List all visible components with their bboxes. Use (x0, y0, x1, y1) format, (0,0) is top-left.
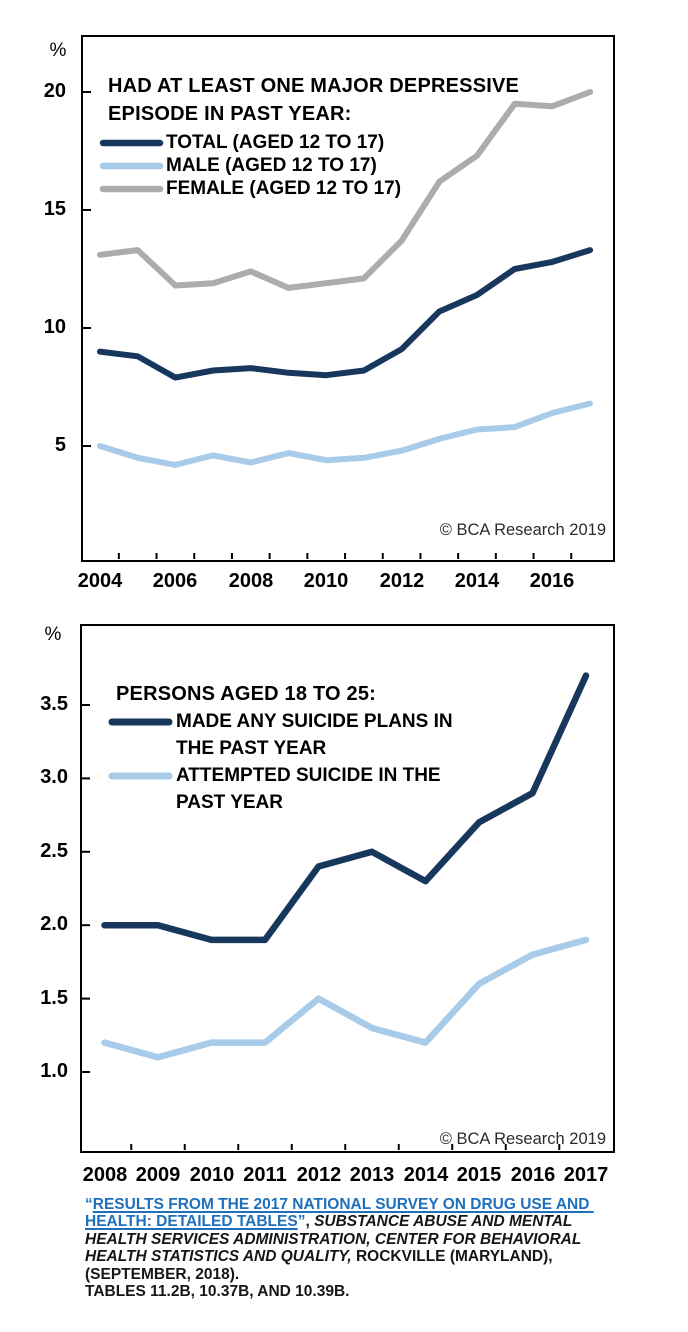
x-tick-label: 2015 (456, 1164, 502, 1186)
y-tick-label: 2.5 (40, 840, 68, 862)
chart-border (81, 35, 615, 562)
legend-label-attempted-suicide-in-the: ATTEMPTED SUICIDE IN THE PAST YEAR (176, 762, 441, 816)
x-tick-label: 2013 (349, 1164, 395, 1186)
line-total-aged-12-to-17 (97, 247, 594, 381)
y-tick-label: 2.0 (40, 913, 68, 935)
x-tick-label: 2017 (563, 1164, 609, 1186)
y-tick-label: 3.0 (40, 766, 68, 788)
legend-label-line: ATTEMPTED SUICIDE IN THE (176, 765, 441, 786)
legend-label-line: MALE (AGED 12 TO 17) (166, 155, 377, 176)
citation-text: (SEPTEMBER, 2018). (85, 1265, 240, 1283)
line-male-aged-12-to-17 (97, 400, 594, 468)
x-tick-label: 2012 (379, 570, 425, 592)
legend-label-made-any-suicide-plans-in: MADE ANY SUICIDE PLANS IN THE PAST YEAR (176, 708, 453, 762)
y-tick-label: 10 (43, 316, 66, 338)
legend-label-line: THE PAST YEAR (176, 738, 327, 759)
x-tick-label: 2016 (510, 1164, 556, 1186)
chart2-title-line1: PERSONS AGED 18 TO 25: (116, 683, 377, 705)
x-tick-label: 2014 (403, 1164, 449, 1186)
copyright-notice: © BCA Research 2019 (439, 521, 606, 539)
legend-label-line: TOTAL (AGED 12 TO 17) (166, 132, 385, 153)
y-tick-label: 20 (43, 80, 66, 102)
source-link[interactable]: RESULTS FROM THE 2017 NATIONAL SURVEY ON… (92, 1196, 594, 1213)
chart1-title-line1: HAD AT LEAST ONE MAJOR DEPRESSIVE (108, 75, 520, 97)
citation-line: TABLES 11.2B, 10.37B, AND 10.39B. (85, 1283, 594, 1300)
citation-line: “RESULTS FROM THE 2017 NATIONAL SURVEY O… (85, 1196, 594, 1213)
source-link[interactable]: HEALTH: DETAILED TABLES (85, 1213, 298, 1231)
x-tick-label: 2012 (296, 1164, 342, 1186)
chart2-title: PERSONS AGED 18 TO 25: (116, 680, 376, 708)
line-attempted-suicide-in-the (101, 936, 590, 1061)
legend-label-line: PAST YEAR (176, 792, 283, 813)
legend-label-line: MADE ANY SUICIDE PLANS IN (176, 711, 453, 732)
line-made-any-suicide-plans-in (101, 672, 590, 944)
y-axis-percent-symbol: % (49, 40, 67, 61)
y-tick-label: 1.5 (40, 987, 68, 1009)
y-axis-percent-symbol: % (44, 624, 62, 645)
x-tick-label: 2010 (303, 570, 349, 592)
citation-italic-text: HEALTH SERVICES ADMINISTRATION, CENTER F… (85, 1230, 582, 1248)
x-tick-label: 2016 (529, 570, 575, 592)
citation-text: TABLES 11.2B, 10.37B, AND 10.39B. (85, 1282, 350, 1300)
chart1-title: HAD AT LEAST ONE MAJOR DEPRESSIVE EPISOD… (108, 72, 519, 128)
legend-label-male-aged-12-to-17: MALE (AGED 12 TO 17) (166, 154, 377, 177)
legend-label-total-aged-12-to-17: TOTAL (AGED 12 TO 17) (166, 131, 384, 154)
quote-mark: ” (297, 1213, 306, 1231)
y-tick-label: 5 (54, 434, 66, 456)
citation-line: HEALTH SERVICES ADMINISTRATION, CENTER F… (85, 1231, 594, 1248)
line-female-aged-12-to-17 (97, 89, 594, 291)
copyright-notice: © BCA Research 2019 (439, 1130, 606, 1148)
legend-label-female-aged-12-to-17: FEMALE (AGED 12 TO 17) (166, 177, 401, 200)
citation-text: , (305, 1213, 315, 1231)
chart1-title-line2: EPISODE IN PAST YEAR: (108, 103, 352, 125)
citation-italic-text: HEALTH STATISTICS AND QUALITY, (85, 1248, 352, 1266)
x-tick-label: 2011 (243, 1164, 287, 1186)
y-tick-label: 1.0 (40, 1060, 68, 1082)
x-tick-label: 2010 (189, 1164, 235, 1186)
x-tick-label: 2004 (77, 570, 123, 592)
citation-line: (SEPTEMBER, 2018). (85, 1266, 594, 1283)
citation-text: ROCKVILLE (MARYLAND), (351, 1248, 553, 1266)
citation-line: HEALTH: DETAILED TABLES”, SUBSTANCE ABUS… (85, 1213, 594, 1230)
x-tick-label: 2006 (152, 570, 198, 592)
legend-label-line: FEMALE (AGED 12 TO 17) (166, 178, 402, 199)
chart-border (80, 624, 615, 1153)
x-tick-label: 2014 (454, 570, 500, 592)
quote-mark: “ (85, 1196, 93, 1213)
x-tick-label: 2009 (135, 1164, 181, 1186)
citation-line: HEALTH STATISTICS AND QUALITY, ROCKVILLE… (85, 1248, 594, 1265)
source-citation: “RESULTS FROM THE 2017 NATIONAL SURVEY O… (85, 1196, 594, 1300)
x-tick-label: 2008 (228, 570, 274, 592)
y-tick-label: 3.5 (40, 693, 68, 715)
y-tick-label: 15 (43, 198, 66, 220)
x-tick-label: 2008 (82, 1164, 128, 1186)
citation-italic-text: SUBSTANCE ABUSE AND MENTAL (314, 1213, 573, 1231)
